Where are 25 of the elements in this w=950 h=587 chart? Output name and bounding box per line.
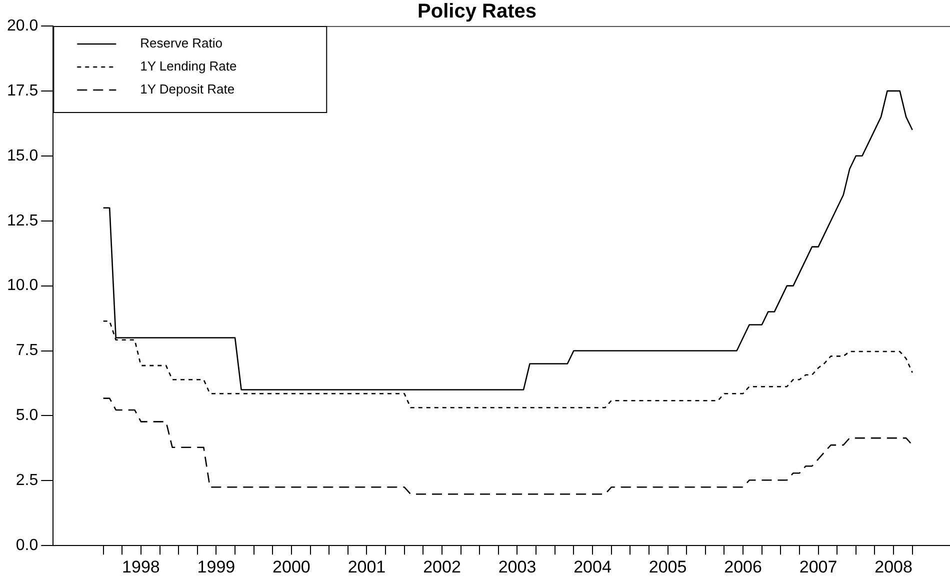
- y-tick-label: 0.0: [16, 537, 38, 554]
- x-tick-label: 2006: [724, 557, 762, 576]
- line-series: [102, 398, 914, 495]
- x-tick-label: 2002: [423, 557, 461, 576]
- y-tick-label: 20.0: [7, 17, 38, 34]
- x-tick-label: 2003: [498, 557, 536, 576]
- y-tick-label: 17.5: [7, 82, 38, 100]
- x-tick-label: 2000: [272, 557, 310, 576]
- y-tick-label: 7.5: [16, 342, 38, 360]
- x-tick-label: 2005: [648, 557, 687, 576]
- x-tick-label: 1999: [197, 557, 236, 576]
- legend-label: Reserve Ratio: [140, 36, 223, 51]
- x-tick-label: 2004: [574, 557, 612, 576]
- y-tick-label: 12.5: [7, 212, 38, 230]
- x-tick-label: 2008: [874, 557, 912, 576]
- legend-label: 1Y Lending Rate: [140, 58, 237, 74]
- y-tick-label: 5.0: [16, 407, 38, 424]
- y-tick-label: 10.0: [7, 277, 38, 294]
- x-tick-label: 2007: [799, 557, 838, 576]
- legend-label: 1Y Deposit Rate: [140, 82, 235, 97]
- x-tick-label: 2001: [348, 557, 386, 576]
- y-tick-label: 15.0: [7, 147, 38, 164]
- x-tick-label: 1998: [122, 557, 160, 576]
- y-tick-label: 2.5: [16, 472, 38, 490]
- chart-title: Policy Rates: [418, 0, 536, 23]
